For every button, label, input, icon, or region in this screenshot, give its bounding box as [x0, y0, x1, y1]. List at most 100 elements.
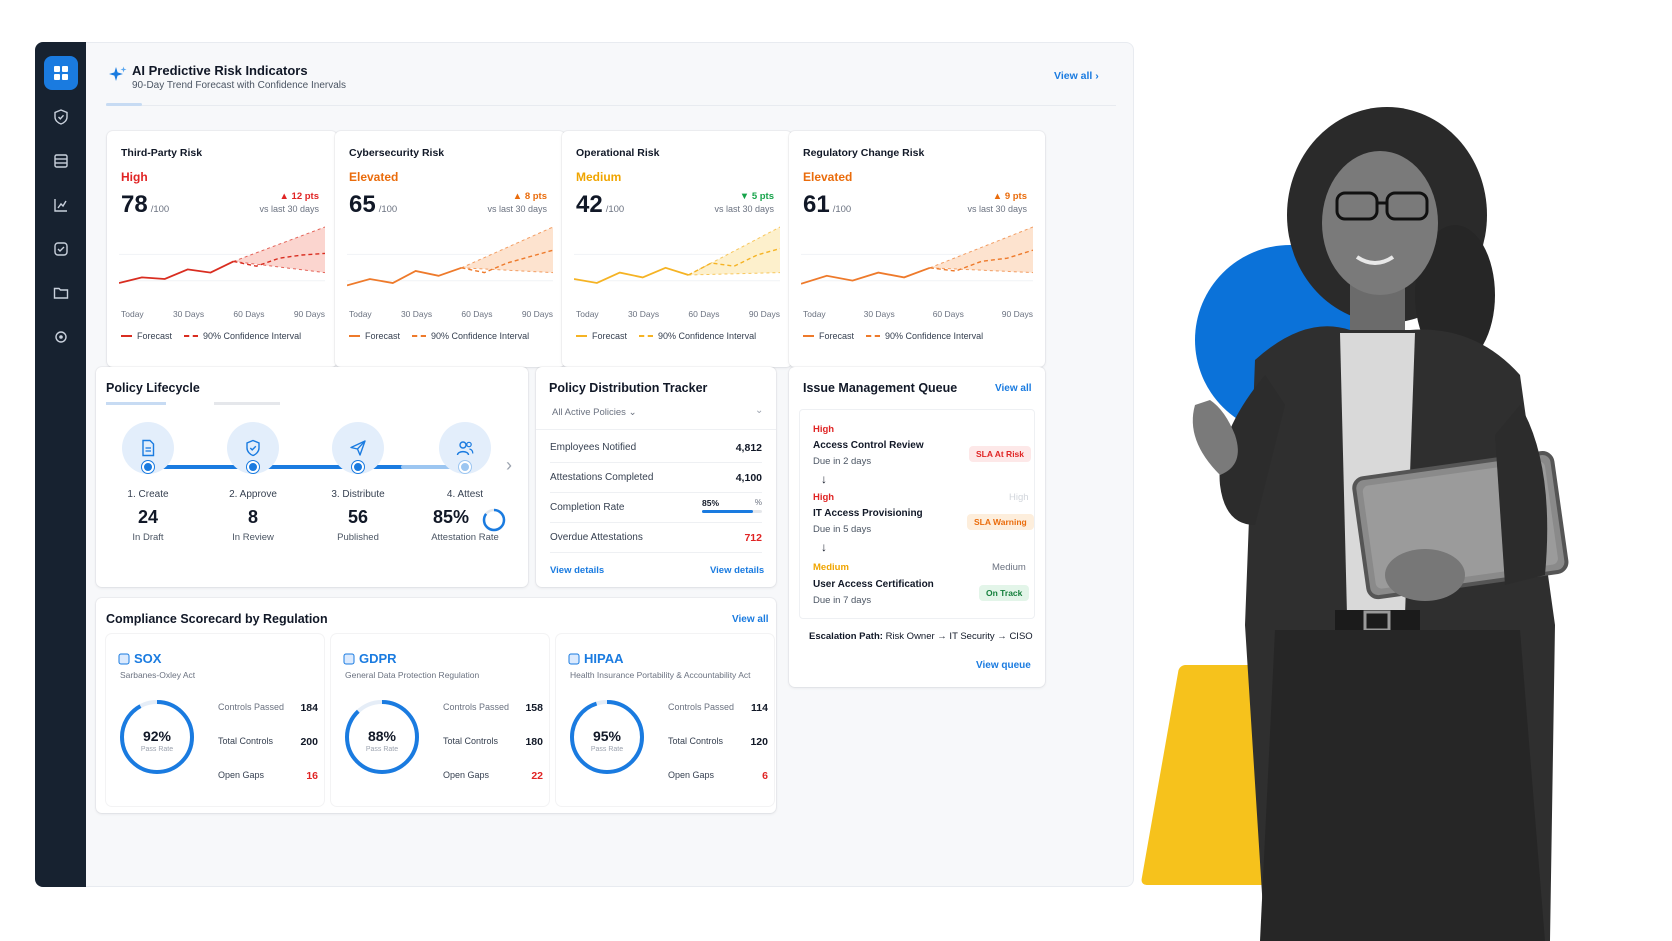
risk-trend-chart — [119, 226, 325, 284]
legend-forecast: Forecast — [121, 331, 172, 341]
row-value: 180 — [525, 736, 543, 748]
axis-tick-label: Today — [121, 309, 144, 319]
view-queue-link[interactable]: View queue — [976, 660, 1031, 671]
lifecycle-tab-indicator — [106, 402, 166, 405]
step-approve-dot — [247, 461, 259, 473]
scorecard-view-all-link[interactable]: View all — [732, 614, 769, 625]
row-value: 114 — [751, 702, 768, 714]
axis-tick-label: 90 Days — [1001, 309, 1033, 319]
risk-card-third-party[interactable]: Third-Party Risk High 78/100 ▲ 12 pts vs… — [107, 131, 337, 367]
sidebar-item-analytics[interactable] — [44, 188, 78, 222]
shield-check-icon — [246, 439, 260, 457]
sparkle-icon — [109, 66, 127, 81]
row-label: Total Controls — [668, 736, 724, 746]
step-label: 3. Distribute — [331, 489, 385, 500]
ring-progress — [570, 700, 644, 774]
risk-card-operational[interactable]: Operational Risk Medium 42/100 ▼ 5 pts v… — [562, 131, 792, 367]
presenter-illustration — [1192, 107, 1569, 941]
sidebar-item-dashboard[interactable] — [44, 56, 78, 90]
step-create-dot — [142, 461, 154, 473]
risk-chart-legend: Forecast 90% Confidence Interval — [803, 331, 983, 341]
historical-trend-line — [574, 266, 689, 284]
ring-progress — [482, 508, 506, 532]
risk-score-max: /100 — [378, 204, 398, 215]
risk-card-title: Regulatory Change Risk — [803, 147, 925, 159]
hipaa-icon — [568, 653, 580, 665]
pass-rate-label: Pass Rate — [140, 746, 174, 753]
risk-delta-period: vs last 30 days — [967, 204, 1027, 214]
confidence-band — [929, 227, 1033, 273]
legend-label: Forecast — [592, 331, 628, 341]
legend-label: Forecast — [365, 331, 401, 341]
distribution-title: Policy Distribution Tracker — [549, 381, 708, 395]
issue-queue-title: Issue Management Queue — [803, 381, 958, 395]
issue-priority: High — [813, 492, 835, 503]
axis-tick-label: 90 Days — [293, 309, 325, 319]
legend-confidence-interval: 90% Confidence Interval — [639, 331, 756, 341]
sidebar-item-settings[interactable] — [44, 320, 78, 354]
pass-rate-value: 88% — [367, 728, 397, 744]
risk-card-title: Third-Party Risk — [121, 147, 203, 159]
sidebar-item-documents[interactable] — [44, 144, 78, 178]
ring-progress — [345, 700, 419, 774]
legend-label: Forecast — [137, 331, 173, 341]
page-subtitle: 90-Day Trend Forecast with Confidence In… — [132, 80, 346, 91]
risk-delta: ▲ 8 pts — [512, 191, 547, 202]
legend-confidence-interval: 90% Confidence Interval — [866, 331, 983, 341]
scorecard-sox[interactable]: SOX Sarbanes-Oxley Act 92% Pass Rate Con… — [106, 634, 324, 806]
distribution-row: Employees Notified 4,812 — [550, 433, 762, 463]
page-title: AI Predictive Risk Indicators — [132, 63, 308, 78]
lifecycle-title: Policy Lifecycle — [106, 381, 200, 395]
row-value: 4,100 — [735, 471, 762, 484]
risk-card-cybersecurity[interactable]: Cybersecurity Risk Elevated 65/100 ▲ 8 p… — [335, 131, 565, 367]
issue-due: Due in 5 days — [813, 524, 872, 535]
axis-tick-label: 60 Days — [932, 309, 964, 319]
axis-tick-label: Today — [349, 309, 372, 319]
forecast-line — [233, 252, 325, 267]
issue-name[interactable]: IT Access Provisioning — [813, 508, 923, 519]
sox-icon — [118, 653, 130, 665]
risk-view-all-link[interactable]: View all › — [1054, 70, 1099, 82]
step-label: 2. Approve — [229, 489, 277, 500]
row-value: 120 — [750, 736, 768, 748]
controls-passed-row: Controls Passed 158 — [443, 702, 543, 714]
row-value: 158 — [525, 702, 543, 714]
risk-chart-axis: Today 30 Days 60 Days 90 Days — [576, 309, 780, 319]
chevron-down-icon[interactable]: ⌄ — [755, 405, 764, 416]
arrow-down-icon: ↓ — [821, 540, 827, 554]
risk-chart-axis: Today 30 Days 60 Days 90 Days — [803, 309, 1033, 319]
completion-rate-meter: 85% % — [702, 498, 762, 518]
sidebar — [35, 42, 86, 887]
regulation-name: SOX — [134, 651, 162, 666]
historical-trend-line — [347, 266, 462, 287]
row-label: Controls Passed — [443, 702, 510, 712]
legend-forecast: Forecast — [349, 331, 400, 341]
sidebar-item-security[interactable] — [44, 100, 78, 134]
issues-view-all-link[interactable]: View all — [995, 383, 1032, 394]
row-value: 184 — [300, 702, 318, 714]
step-sub: In Draft — [132, 532, 164, 543]
issue-name[interactable]: Access Control Review — [813, 440, 924, 451]
risk-score: 78/100 — [121, 191, 169, 219]
risk-card-regulatory-change[interactable]: Regulatory Change Risk Elevated 61/100 ▲… — [789, 131, 1045, 367]
pass-rate-ring — [120, 700, 194, 774]
lifecycle-progress-line — [146, 465, 464, 469]
scorecard-gdpr[interactable]: GDPR General Data Protection Regulation … — [331, 634, 549, 806]
issue-name[interactable]: User Access Certification — [813, 579, 934, 590]
axis-tick-label: Today — [803, 309, 826, 319]
sla-status-badge: On Track — [979, 585, 1030, 601]
header-divider — [106, 105, 1116, 106]
dashboard-icon — [54, 66, 68, 80]
row-suffix: % — [754, 497, 762, 507]
scorecard-hipaa[interactable]: HIPAA Health Insurance Portability & Acc… — [556, 634, 774, 806]
policy-filter-select[interactable]: All Active Policies ⌄ — [552, 407, 637, 418]
view-details-link-left[interactable]: View details — [550, 565, 605, 576]
sidebar-item-tasks[interactable] — [44, 232, 78, 266]
legend-forecast: Forecast — [576, 331, 627, 341]
step-label: 1. Create — [127, 489, 169, 500]
risk-card-title: Operational Risk — [576, 147, 660, 159]
sidebar-item-files[interactable] — [44, 276, 78, 310]
view-details-link[interactable]: View details — [710, 565, 765, 576]
distribution-row: Attestations Completed 4,100 — [550, 463, 762, 493]
chevron-right-icon[interactable]: › — [506, 455, 512, 475]
